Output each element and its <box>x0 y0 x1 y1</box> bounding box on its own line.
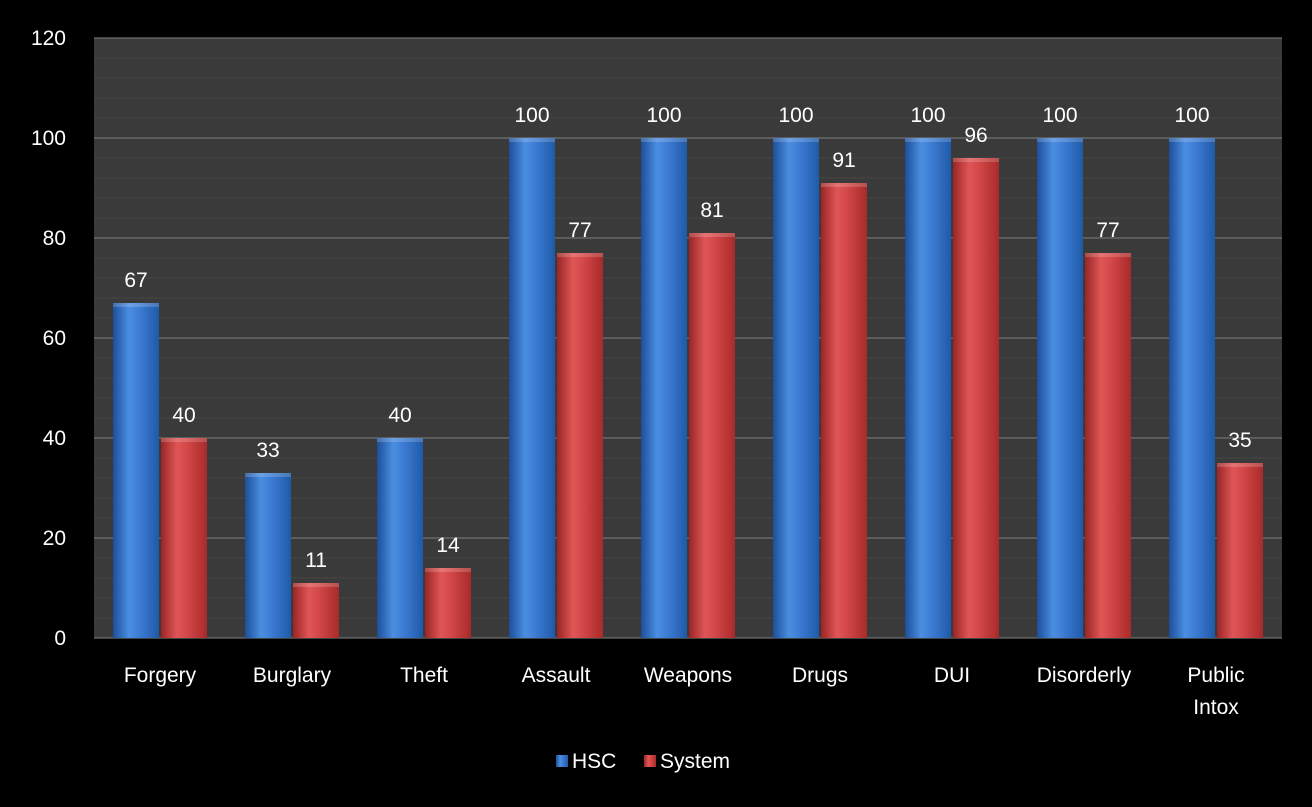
x-tick-label-line: Drugs <box>792 664 848 687</box>
bar-top-cap <box>641 138 687 142</box>
bar-top-cap <box>773 138 819 142</box>
legend-label-system: System <box>660 750 730 773</box>
bar-top-cap <box>821 183 867 187</box>
x-tick-label-line: Weapons <box>644 664 732 687</box>
bar-system <box>293 583 339 638</box>
data-label: 100 <box>778 104 813 127</box>
x-tick-label-line: Assault <box>522 664 591 687</box>
y-tick-label: 60 <box>43 327 66 350</box>
bar-system <box>425 568 471 638</box>
y-tick-label: 40 <box>43 427 66 450</box>
bar-hsc <box>377 438 423 638</box>
x-tick-label-line: Intox <box>1193 696 1239 719</box>
bar-top-cap <box>557 253 603 257</box>
data-label: 96 <box>964 124 987 147</box>
bar-top-cap <box>245 473 291 477</box>
bar-top-cap <box>161 438 207 442</box>
bar-system <box>689 233 735 638</box>
data-label: 77 <box>1096 219 1119 242</box>
bar-top-cap <box>1169 138 1215 142</box>
bar-hsc <box>773 138 819 638</box>
x-tick-label: Burglary <box>253 664 332 687</box>
data-label: 81 <box>700 199 723 222</box>
bar-hsc <box>905 138 951 638</box>
data-label: 11 <box>305 549 327 572</box>
bar-system <box>557 253 603 638</box>
x-tick-label: DUI <box>934 664 970 687</box>
data-label: 33 <box>256 439 279 462</box>
bar-system <box>821 183 867 638</box>
bar-hsc <box>245 473 291 638</box>
x-tick-label: Weapons <box>644 664 732 687</box>
y-tick-label: 100 <box>31 127 66 150</box>
x-tick-label: Assault <box>522 664 591 687</box>
y-tick-label: 20 <box>43 527 66 550</box>
bar-top-cap <box>293 583 339 587</box>
bar-top-cap <box>377 438 423 442</box>
x-tick-label: Disorderly <box>1037 664 1132 687</box>
bar-hsc <box>1037 138 1083 638</box>
x-tick-label: Forgery <box>124 664 197 687</box>
bar-system <box>953 158 999 638</box>
bar-top-cap <box>905 138 951 142</box>
data-label: 77 <box>568 219 591 242</box>
bar-top-cap <box>953 158 999 162</box>
data-label: 100 <box>514 104 549 127</box>
x-tick-label-line: Forgery <box>124 664 197 687</box>
bar-system <box>1085 253 1131 638</box>
bar-top-cap <box>689 233 735 237</box>
bar-top-cap <box>425 568 471 572</box>
x-tick-label-line: Theft <box>400 664 448 687</box>
data-labels-group: 67 40 33 11 40 14 100 77 100 81 100 91 100 96 100 77 100… <box>124 104 1251 572</box>
bar-top-cap <box>1217 463 1263 467</box>
x-tick-label-line: Burglary <box>253 664 332 687</box>
bar-top-cap <box>113 303 159 307</box>
data-label: 100 <box>1174 104 1209 127</box>
bar-hsc <box>1169 138 1215 638</box>
legend-label-hsc: HSC <box>572 750 616 773</box>
legend-swatch-system <box>644 755 656 767</box>
legend: HSC System <box>556 750 730 773</box>
x-tick-label-line: Disorderly <box>1037 664 1132 687</box>
y-tick-label: 80 <box>43 227 66 250</box>
x-tick-label-line: DUI <box>934 664 970 687</box>
bar-hsc <box>641 138 687 638</box>
bar-hsc <box>113 303 159 638</box>
x-tick-label: Drugs <box>792 664 848 687</box>
x-tick-label: Theft <box>400 664 448 687</box>
data-label: 67 <box>124 269 147 292</box>
y-tick-label: 120 <box>31 27 66 50</box>
x-axis: Forgery Burglary Theft Assault Weapons Drugs D… <box>124 664 1245 719</box>
data-label: 100 <box>910 104 945 127</box>
data-label: 100 <box>646 104 681 127</box>
data-label: 14 <box>436 534 460 557</box>
bar-system <box>161 438 207 638</box>
bar-top-cap <box>1085 253 1131 257</box>
bar-top-cap <box>509 138 555 142</box>
bar-hsc <box>509 138 555 638</box>
data-label: 91 <box>832 149 855 172</box>
data-label: 35 <box>1228 429 1251 452</box>
bars-group <box>113 138 1263 638</box>
x-tick-label: Public Intox <box>1187 664 1244 719</box>
legend-swatch-hsc <box>556 755 568 767</box>
bar-top-cap <box>1037 138 1083 142</box>
data-label: 40 <box>388 404 411 427</box>
data-label: 40 <box>172 404 195 427</box>
y-tick-label: 0 <box>54 627 66 650</box>
bar-system <box>1217 463 1263 638</box>
data-label: 100 <box>1042 104 1077 127</box>
plot-area <box>94 37 1282 639</box>
y-axis: 0 20 40 60 80 100 120 <box>31 27 66 650</box>
x-tick-label-line: Public <box>1187 664 1244 687</box>
